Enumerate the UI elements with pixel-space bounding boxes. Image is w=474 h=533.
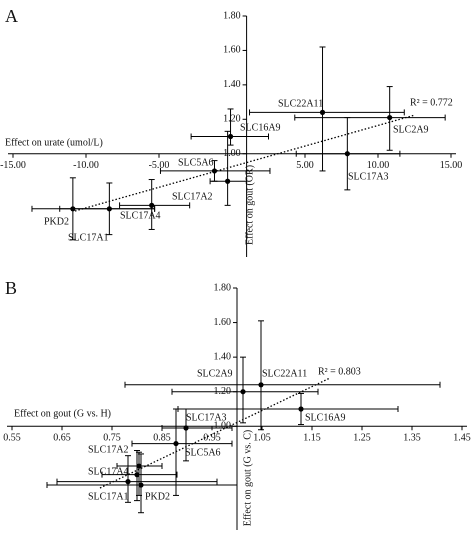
- point: [136, 463, 142, 469]
- point: [227, 133, 234, 140]
- y-tick-label: 1.00: [223, 148, 241, 159]
- point: [125, 479, 131, 485]
- point: [225, 178, 231, 184]
- point-label: SLC17A1: [88, 491, 129, 502]
- point-label: SLC17A4: [88, 466, 129, 477]
- point-label: SLC17A3: [348, 171, 389, 182]
- y-axis-title: Effect on gout (OR): [244, 165, 255, 245]
- point-label: SLC22A11: [262, 368, 307, 379]
- panel-letter: B: [5, 278, 17, 298]
- point: [298, 406, 304, 412]
- point-label: SLC17A1: [68, 232, 109, 243]
- y-tick-label: 1.60: [223, 45, 241, 56]
- point: [134, 472, 140, 478]
- point-label: SLC16A9: [240, 122, 281, 133]
- point-label: SLC17A3: [186, 412, 227, 423]
- point: [173, 440, 179, 447]
- point: [387, 114, 393, 121]
- point-label: PKD2: [145, 491, 170, 502]
- point-label: SLC17A4: [120, 210, 161, 221]
- y-tick-label: 1.20: [223, 114, 241, 125]
- point: [70, 206, 76, 212]
- x-tick-label: 5.00: [296, 160, 314, 171]
- x-tick-label: 1.25: [353, 433, 371, 444]
- panel-letter: A: [5, 6, 18, 26]
- point: [319, 109, 326, 115]
- x-axis-title: Effect on urate (umol/L): [5, 137, 103, 148]
- x-tick-label: 1.45: [453, 433, 471, 444]
- point-label: SLC2A9: [197, 368, 233, 379]
- point: [149, 202, 155, 208]
- y-tick-label: 1.40: [214, 351, 232, 362]
- x-tick-label: 1.35: [403, 433, 421, 444]
- y-axis-title: Effect on gout (G vs. C): [242, 430, 253, 526]
- y-tick-label: 1.60: [214, 317, 232, 328]
- point: [344, 151, 350, 157]
- x-tick-label: 1.15: [303, 433, 321, 444]
- x-tick-label: 0.65: [53, 433, 71, 444]
- y-tick-label: 1.40: [223, 79, 241, 90]
- point-label: PKD2: [44, 216, 69, 227]
- x-tick-label: 1.05: [253, 433, 271, 444]
- point-label: SLC17A2: [88, 444, 129, 455]
- x-tick-label: 0.75: [103, 433, 121, 444]
- trend-line: [99, 377, 331, 489]
- point-label: SLC5A6: [178, 157, 214, 168]
- trend-line: [74, 114, 416, 212]
- point: [183, 425, 189, 431]
- point: [240, 389, 246, 395]
- x-tick-label: 10.00: [367, 160, 390, 171]
- x-axis-title: Effect on gout (G vs. H): [14, 408, 111, 419]
- x-tick-label: -5.00: [149, 160, 170, 171]
- point-label: SLC17A2: [172, 191, 213, 202]
- point-label: SLC2A9: [393, 124, 429, 135]
- x-tick-label: 0.55: [3, 433, 21, 444]
- x-tick-label: 15.00: [440, 160, 463, 171]
- x-tick-label: 0.85: [153, 433, 171, 444]
- point-label: SLC5A6: [185, 447, 221, 458]
- y-tick-label: 1.80: [214, 282, 232, 293]
- x-tick-label: 0.95: [203, 433, 221, 444]
- point: [138, 482, 144, 488]
- r-squared: R² = 0.803: [318, 366, 361, 377]
- y-tick-label: 1.00: [214, 421, 232, 432]
- r-squared: R² = 0.772: [410, 97, 453, 108]
- point-label: SLC16A9: [305, 412, 346, 423]
- x-tick-label: -10.00: [73, 160, 99, 171]
- point-label: SLC22A11: [278, 98, 323, 109]
- point: [211, 168, 218, 174]
- point: [258, 382, 264, 388]
- y-tick-label: 1.80: [223, 10, 241, 21]
- x-tick-label: -15.00: [0, 160, 26, 171]
